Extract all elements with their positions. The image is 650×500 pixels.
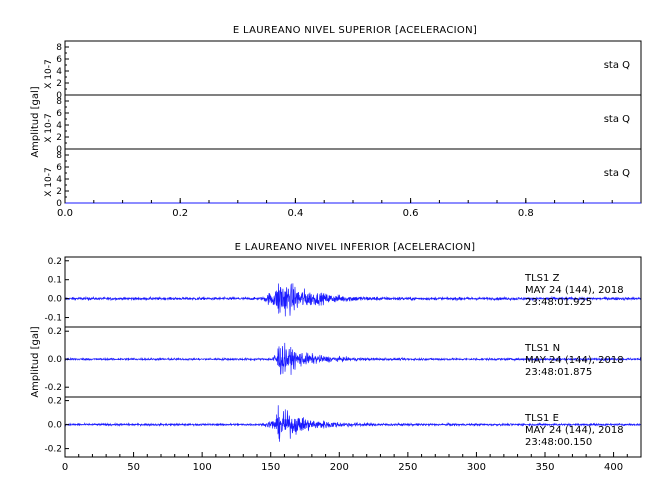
y-tick-label: 6: [56, 163, 62, 173]
top-chart-title: E LAUREANO NIVEL SUPERIOR [ACELERACION]: [233, 25, 477, 36]
x-tick-label: 50: [127, 462, 140, 473]
x-tick-label: 0.8: [518, 208, 534, 219]
y-tick-label: 0.2: [48, 257, 62, 267]
y-tick-label: 0.0: [48, 355, 63, 365]
time-label: 23:48:00.150: [525, 437, 592, 448]
waveform-trace: [64, 342, 642, 375]
bottom-chart-ylabel: Amplitud [gal]: [30, 326, 41, 397]
x-tick-label: 250: [398, 462, 417, 473]
date-label: MAY 24 (144), 2018: [525, 425, 624, 436]
y-tick-label: 0: [56, 199, 62, 209]
y-tick-label: 0: [56, 145, 62, 155]
station-label: sta Q: [604, 168, 630, 179]
x-tick-label: 0.2: [172, 208, 188, 219]
top-panel-1: 0 2 4 6 8X 10-7 sta Q: [44, 40, 642, 101]
top-chart: E LAUREANO NIVEL SUPERIOR [ACELERACION] …: [30, 25, 642, 219]
y-tick-label: 8: [56, 43, 62, 53]
top-panel-frame: [64, 148, 642, 204]
scale-label: X 10-7: [44, 113, 54, 142]
y-tick-label: 6: [56, 55, 62, 65]
top-chart-x-axis: 0.0 0.2 0.4 0.6 0.8: [57, 198, 613, 219]
top-chart-ylabel: Amplitud [gal]: [30, 86, 41, 157]
x-tick-label: 0.4: [287, 208, 303, 219]
bottom-chart: E LAUREANO NIVEL INFERIOR [ACELERACION] …: [30, 242, 642, 473]
y-tick-label: 6: [56, 109, 62, 119]
x-tick-label: 350: [535, 462, 554, 473]
date-label: MAY 24 (144), 2018: [525, 285, 624, 296]
x-tick-label: 0.6: [403, 208, 419, 219]
y-tick-label: 4: [56, 175, 62, 185]
y-tick-label: 2: [56, 79, 62, 89]
top-panel-frame: [64, 94, 642, 150]
y-tick-label: 8: [56, 97, 62, 107]
station-label: TLS1 Z: [524, 273, 560, 284]
y-tick-label: 2: [56, 133, 62, 143]
station-label: TLS1 E: [524, 413, 559, 424]
y-tick-label: -0.2: [44, 445, 62, 455]
scale-label: X 10-7: [44, 167, 54, 196]
y-tick-label: 4: [56, 67, 62, 77]
y-tick-label: 0.2: [48, 397, 62, 407]
top-panel-2: 0 2 4 6 8X 10-7 sta Q: [44, 94, 642, 155]
waveform-trace: [64, 405, 642, 442]
x-tick-label: 300: [467, 462, 486, 473]
y-tick-label: 8: [56, 151, 62, 161]
x-tick-label: 200: [330, 462, 349, 473]
bottom-chart-x-axis: 0 50 100 150 200 250 300 350 400: [62, 452, 628, 473]
time-label: 23:48:01.875: [525, 367, 592, 378]
x-tick-label: 100: [193, 462, 212, 473]
y-tick-label: -0.2: [44, 383, 62, 393]
y-tick-label: 2: [56, 187, 62, 197]
top-panel-frame: [64, 40, 642, 96]
y-tick-label: 0.0: [48, 421, 63, 431]
bottom-chart-title: E LAUREANO NIVEL INFERIOR [ACELERACION]: [235, 242, 476, 253]
station-label: sta Q: [604, 114, 630, 125]
station-label: TLS1 N: [524, 343, 560, 354]
waveform-trace: [64, 283, 642, 317]
x-tick-label: 400: [604, 462, 623, 473]
y-tick-label: 4: [56, 121, 62, 131]
top-panel-3: 0 2 4 6 8X 10-7 sta Q: [44, 148, 642, 209]
y-tick-label: -0.1: [44, 314, 62, 324]
x-tick-label: 0: [62, 462, 68, 473]
y-tick-label: 0.1: [48, 276, 62, 286]
date-label: MAY 24 (144), 2018: [525, 355, 624, 366]
x-tick-label: 0.0: [57, 208, 73, 219]
station-label: sta Q: [604, 60, 630, 71]
scale-label: X 10-7: [44, 59, 54, 88]
y-tick-label: 0.2: [48, 327, 62, 337]
x-tick-label: 150: [261, 462, 280, 473]
time-label: 23:48:01.925: [525, 297, 592, 308]
y-tick-label: 0: [56, 91, 62, 101]
y-tick-label: 0.0: [48, 295, 63, 305]
